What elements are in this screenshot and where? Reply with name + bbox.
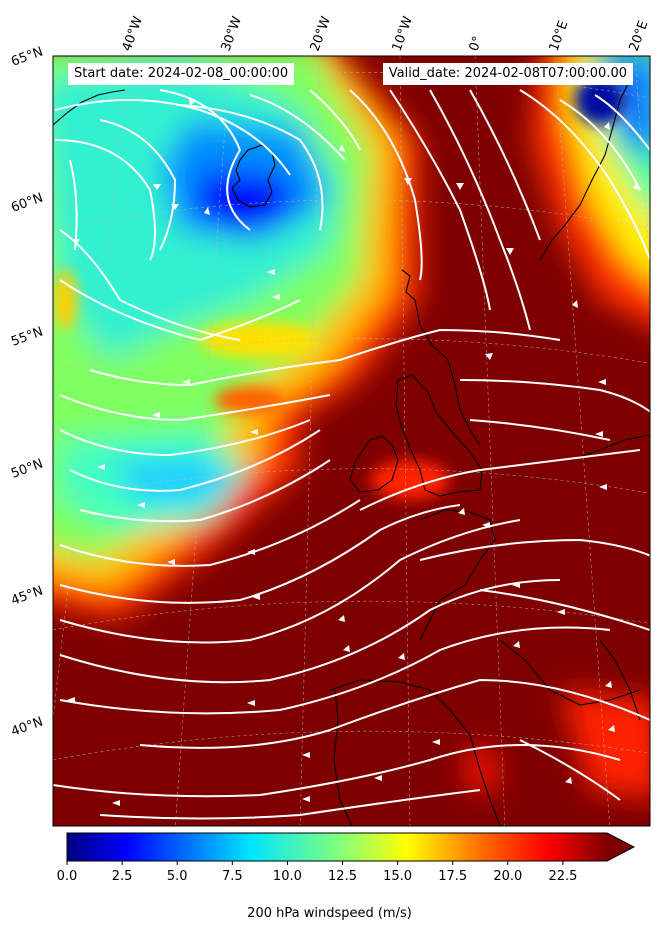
streamlines (53, 89, 650, 820)
baltic-coast (569, 434, 650, 461)
iberia-coast (329, 679, 501, 826)
lon-label: 20°E (627, 19, 652, 54)
streamline-arrows (67, 98, 640, 806)
colorbar-tick-label: 5.0 (167, 869, 188, 884)
greenland-coast (53, 89, 126, 126)
colorbar-tick-label: 15.0 (383, 869, 412, 884)
scotland-coast (401, 269, 481, 446)
lat-label: 55°N (9, 324, 45, 349)
valid-date-label: Valid_date: 2024-02-08T07:00:00.00 (382, 63, 633, 85)
lon-label: 40°W (120, 14, 146, 53)
colorbar-tick-label: 0.0 (57, 869, 78, 884)
lon-label: 20°W (308, 14, 334, 53)
colorbar-tick-label: 7.5 (222, 869, 243, 884)
colorbar-tick-label: 2.5 (112, 869, 133, 884)
start-date-label: Start date: 2024-02-08_00:00:00 (68, 63, 295, 85)
lon-label: 10°W (390, 14, 416, 53)
lat-label: 60°N (9, 190, 45, 215)
france-coast (419, 509, 496, 641)
lat-label: 45°N (9, 583, 45, 608)
colorbar-extend-arrow (607, 833, 634, 861)
graticule (53, 56, 650, 826)
colorbar-tick-label: 12.5 (328, 869, 357, 884)
colorbar-tick-label: 17.5 (438, 869, 467, 884)
lon-label: 0° (467, 34, 486, 53)
ireland-coast (349, 435, 399, 493)
norway-coast (539, 79, 631, 261)
italy-coast (599, 639, 641, 721)
colorbar-ticks: 0.0 2.5 5.0 7.5 10.0 12.5 15.0 17.5 20.0 22.5 (57, 861, 577, 884)
latitude-labels: 65°N 60°N 55°N 50°N 45°N 40°N (9, 44, 45, 739)
britain-coast (395, 374, 483, 497)
map-frame (52, 55, 651, 827)
colorbar-gradient (67, 833, 607, 861)
colorbar-tick-label: 10.0 (273, 869, 302, 884)
lon-label: 10°E (547, 19, 572, 54)
colorbar-tick-label: 20.0 (493, 869, 522, 884)
colorbar-tick-label: 22.5 (548, 869, 577, 884)
lat-label: 65°N (9, 44, 45, 69)
colorbar-title: 200 hPa windspeed (m/s) (247, 906, 412, 921)
longitude-labels: 40°W 30°W 20°W 10°W 0° 10°E 20°E (120, 14, 652, 53)
lat-label: 40°N (9, 714, 45, 739)
colorbar: 0.0 2.5 5.0 7.5 10.0 12.5 15.0 17.5 20.0 22.5 (57, 832, 636, 884)
lat-label: 50°N (9, 456, 45, 481)
mediterranean-coast (499, 639, 641, 706)
windspeed-field (53, 56, 650, 826)
lon-label: 30°W (219, 14, 245, 53)
